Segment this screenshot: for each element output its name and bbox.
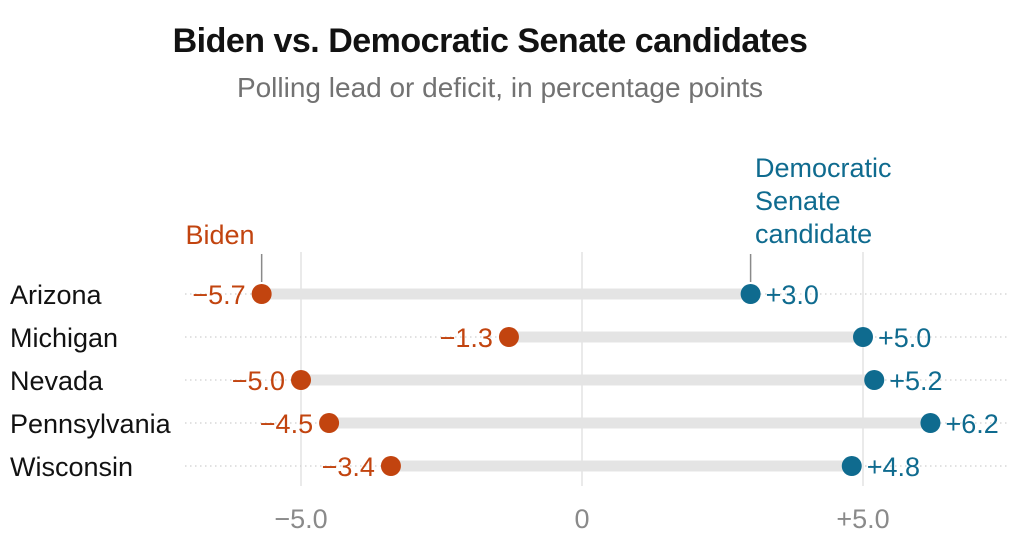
legend-biden-label: Biden [185,220,254,250]
senate-point [841,456,862,476]
senate-point [740,284,761,304]
legend-senate-label: candidate [755,219,872,249]
legend-senate-label: Democratic [755,153,892,183]
senate-value-label: +4.8 [867,452,920,482]
category-label: Pennsylvania [10,409,172,439]
biden-point [251,284,272,304]
biden-point [291,370,311,390]
biden-value-label: −4.5 [260,409,313,439]
biden-value-label: −3.4 [322,452,375,482]
chart-title: Biden vs. Democratic Senate candidates [172,22,808,60]
biden-value-label: −5.0 [232,366,285,396]
senate-point [864,370,885,390]
rows: Arizona Michigan Nevada Pennsylvania Wiscons… [10,280,1010,482]
senate-value-label: +5.2 [889,366,942,396]
x-tick-label: +5.0 [836,504,889,534]
category-label: Nevada [10,366,104,396]
category-label: Wisconsin [10,452,133,482]
biden-point [380,456,401,476]
category-label: Arizona [10,280,103,310]
senate-value-label: +6.2 [945,409,998,439]
biden-value-label: −5.7 [192,280,245,310]
legend-senate-label: Senate [755,186,841,216]
x-axis: −5.0 0 +5.0 [274,504,889,534]
chart-subtitle: Polling lead or deficit, in percentage p… [236,72,764,103]
biden-value-label: −1.3 [440,323,493,353]
category-label: Michigan [10,323,118,353]
x-tick-label: 0 [574,504,589,534]
x-tick-label: −5.0 [274,504,327,534]
senate-point [853,327,873,347]
biden-point [498,327,519,347]
senate-value-label: +5.0 [878,323,931,353]
senate-point [920,413,941,433]
biden-point [319,413,340,433]
senate-value-label: +3.0 [766,280,819,310]
